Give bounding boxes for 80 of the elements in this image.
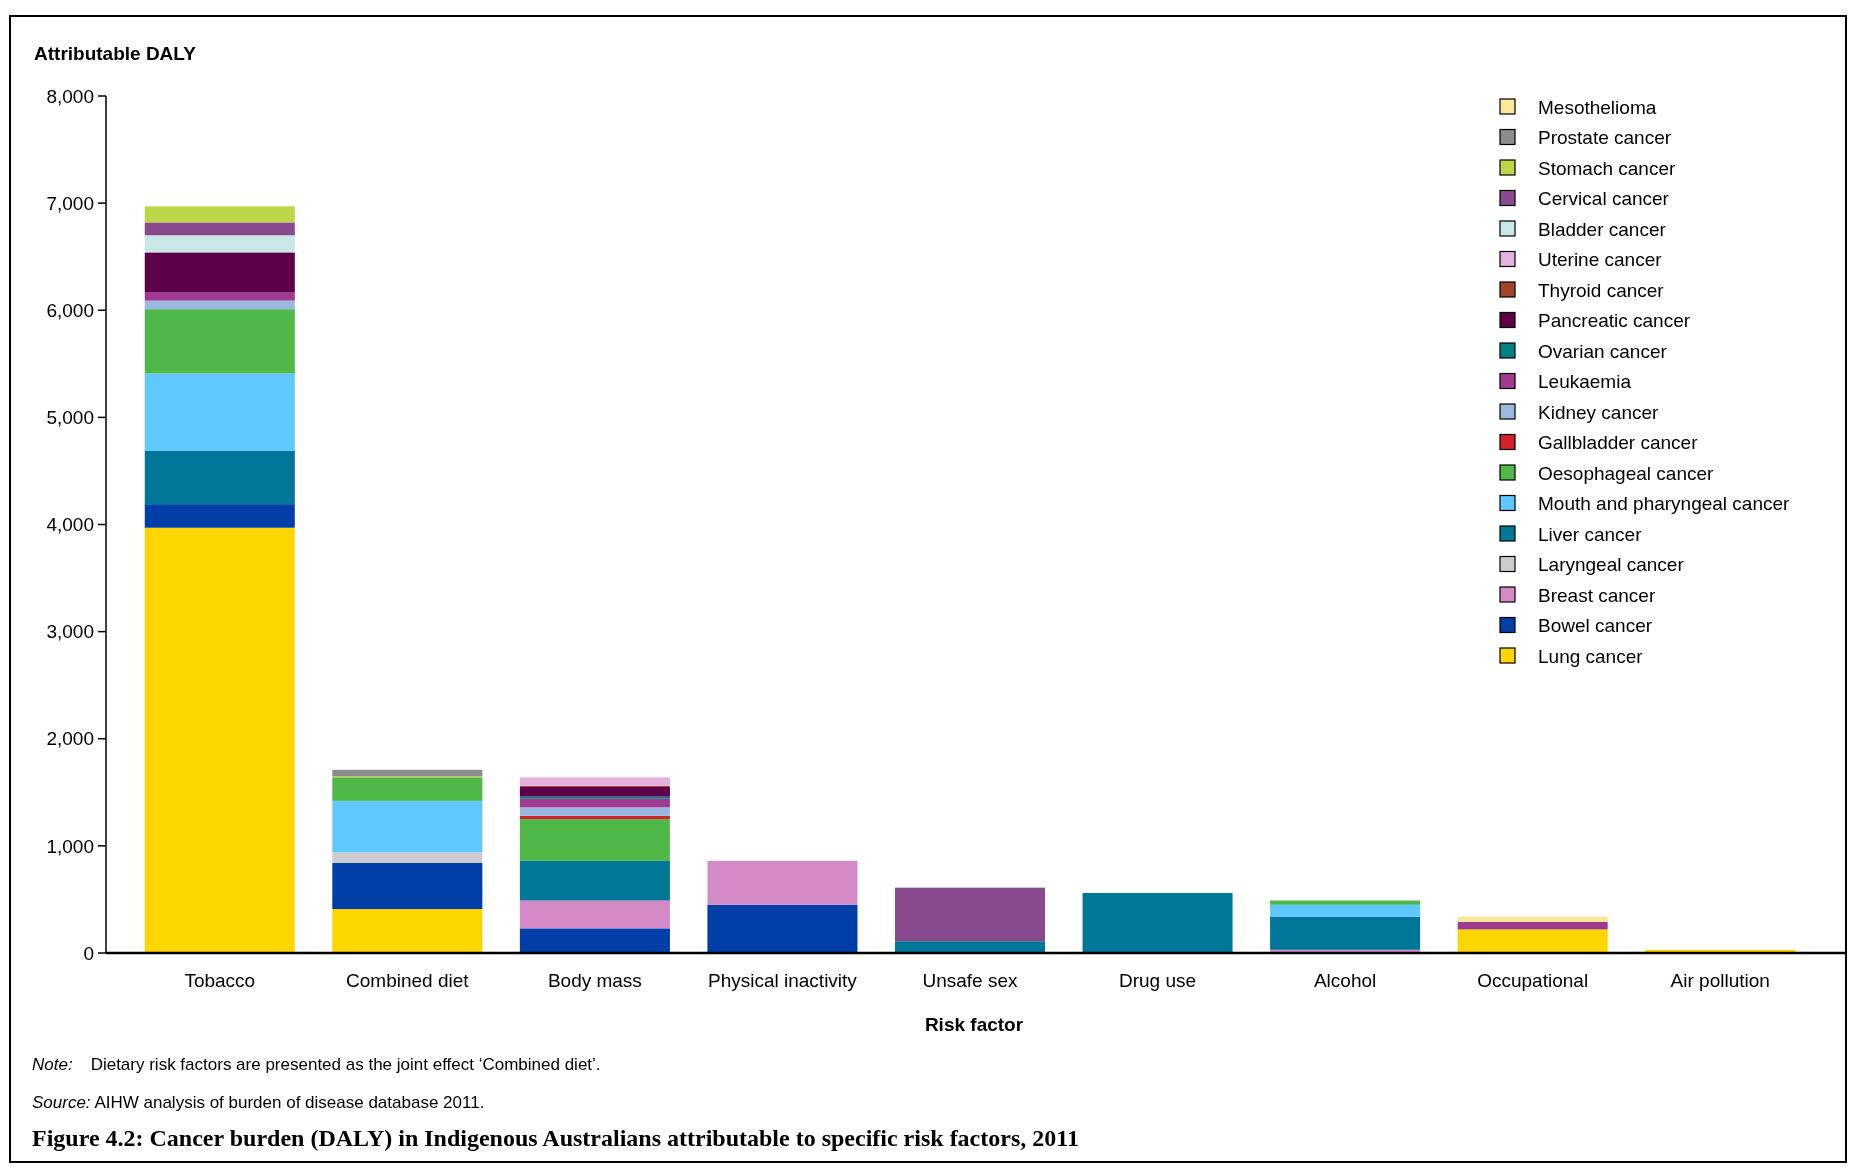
y-tick-label: 6,000 — [46, 299, 94, 321]
bar — [144, 450, 295, 505]
legend-label: Mesothelioma — [1538, 96, 1657, 118]
x-tick-label: Air pollution — [1670, 970, 1770, 991]
bar — [332, 777, 483, 801]
bar — [519, 819, 670, 861]
legend-label: Uterine cancer — [1538, 249, 1663, 271]
y-tick-label: 4,000 — [46, 514, 94, 536]
bar — [144, 235, 295, 253]
text: Note: Dietary risk factors are presented as the joint effect ‘Combined diet’. — [32, 1055, 601, 1074]
bar — [894, 887, 1046, 942]
x-tick-label: Alcohol — [1313, 970, 1377, 991]
source-note: Source: AIHW analysis of burden of disease database 2011. — [32, 1093, 485, 1112]
legend-label: Gallbladder cancer — [1538, 432, 1699, 454]
bar — [1457, 916, 1608, 922]
bar — [144, 504, 295, 528]
bar — [519, 900, 670, 929]
bar — [1270, 900, 1421, 905]
y-tick-label: 0 — [83, 942, 94, 964]
bar — [332, 800, 483, 853]
bar — [144, 309, 295, 374]
y-tick-label: 1,000 — [46, 835, 94, 857]
legend-label: Kidney cancer — [1538, 401, 1660, 423]
bar — [519, 807, 670, 816]
legend-label: Liver cancer — [1538, 523, 1643, 545]
bar — [519, 860, 670, 901]
legend-label: Bladder cancer — [1538, 218, 1667, 240]
legend-label: Oesophageal cancer — [1538, 462, 1715, 484]
x-axis-title: Risk factor — [924, 1014, 1024, 1035]
legend-label: Leukaemia — [1538, 371, 1632, 393]
bar — [332, 909, 483, 953]
legend-label: Mouth and pharyngeal cancer — [1538, 493, 1791, 515]
x-tick-label: Combined diet — [346, 970, 470, 991]
bar — [144, 222, 295, 236]
bar — [519, 815, 670, 820]
bar — [1270, 916, 1421, 950]
bar — [332, 769, 483, 777]
legend-label: Bowel cancer — [1538, 615, 1653, 637]
bar — [1270, 904, 1421, 917]
legend-label: Stomach cancer — [1538, 157, 1676, 179]
x-tick-label: Physical inactivity — [708, 970, 858, 991]
x-tick-label: Body mass — [547, 970, 642, 991]
y-tick-label: 5,000 — [46, 407, 94, 429]
legend-label: Cervical cancer — [1538, 188, 1670, 210]
y-tick-label: 8,000 — [46, 85, 94, 107]
legend-label: Thyroid cancer — [1538, 279, 1665, 301]
x-tick-label: Occupational — [1477, 970, 1589, 991]
bar — [894, 941, 1046, 953]
legend-label: Laryngeal cancer — [1538, 554, 1685, 576]
bar — [1457, 921, 1608, 930]
bar — [144, 206, 295, 223]
bar — [144, 252, 295, 293]
bar — [519, 796, 670, 799]
legend-label: Lung cancer — [1538, 645, 1644, 667]
y-tick-label: 3,000 — [46, 621, 94, 643]
bar — [519, 798, 670, 808]
bar — [332, 852, 483, 864]
legend-label: Prostate cancer — [1538, 127, 1672, 149]
bar — [144, 292, 295, 301]
x-tick-label: Unsafe sex — [922, 970, 1019, 991]
legend-label: Pancreatic cancer — [1538, 310, 1691, 332]
bar — [519, 928, 670, 953]
text: Figure 4.2: Cancer burden (DALY) in Indigenous Australians attributable to specific risk factors, 2011 — [32, 1125, 1079, 1151]
bar — [707, 904, 858, 953]
bar — [707, 860, 858, 905]
legend-label: Breast cancer — [1538, 584, 1656, 606]
bar — [1457, 929, 1608, 953]
bar — [519, 786, 670, 797]
bar — [332, 863, 483, 910]
bar — [1082, 893, 1233, 953]
bar — [144, 527, 295, 953]
y-axis-title: Attributable DALY — [34, 43, 197, 64]
bar — [144, 300, 295, 310]
y-tick-label: 2,000 — [46, 728, 94, 750]
bar — [519, 777, 670, 786]
y-tick-label: 7,000 — [46, 192, 94, 214]
x-tick-label: Drug use — [1119, 970, 1197, 991]
legend-label: Ovarian cancer — [1538, 340, 1668, 362]
bar — [144, 373, 295, 451]
x-tick-label: Tobacco — [184, 970, 256, 991]
